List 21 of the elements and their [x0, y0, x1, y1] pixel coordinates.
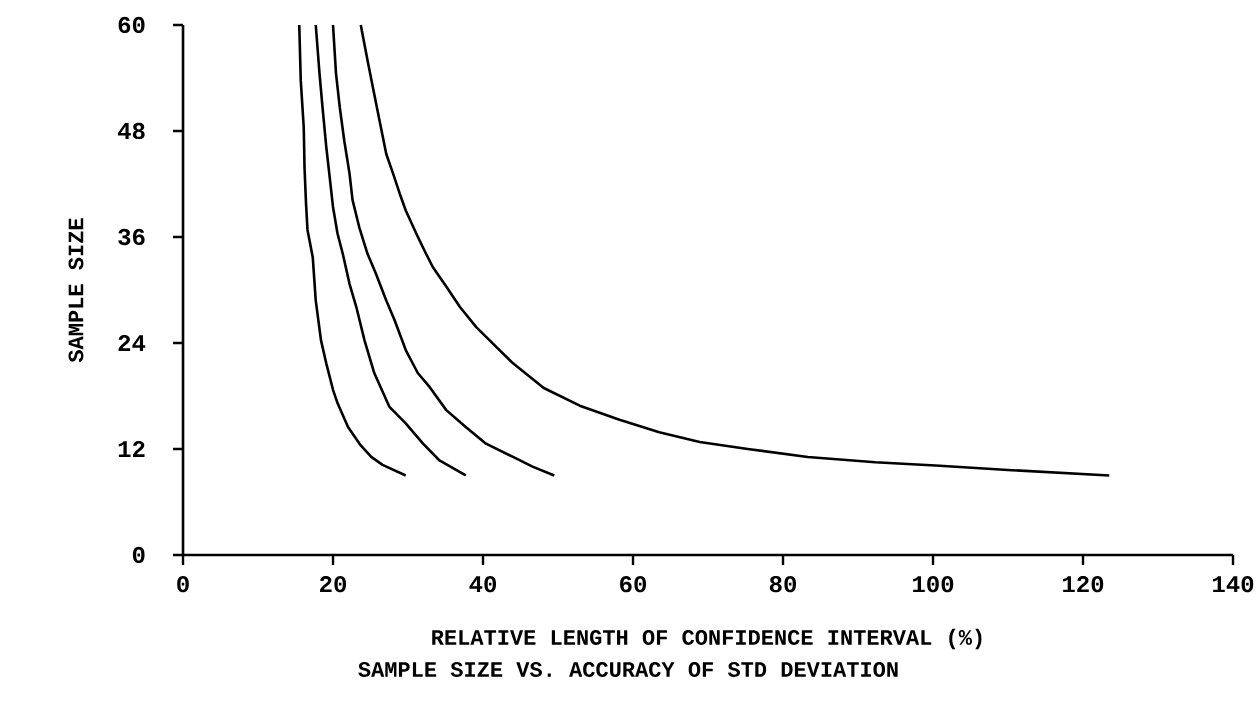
x-tick-label: 40	[469, 576, 497, 593]
text: SAMPLE SIZE VS. ACCURACY OF STD DEVIATION	[358, 662, 898, 677]
x-tick-label: 140	[1213, 576, 1254, 593]
x-tick-label: 120	[1063, 576, 1104, 593]
y-axis-title: SAMPLE SIZE	[68, 218, 84, 363]
line-series	[331, 23, 556, 477]
x-tick-label: 60	[620, 576, 647, 593]
line-series	[359, 23, 1111, 477]
x-axis-title: RELATIVE LENGTH OF CONFIDENCE INTERVAL (%)	[432, 628, 982, 650]
y-tick-label: 60	[118, 16, 145, 34]
y-tick-label: 24	[118, 334, 146, 352]
x-tick-label: 0	[177, 576, 189, 593]
y-tick-label: 12	[118, 440, 145, 458]
line-series	[297, 23, 408, 477]
y-tick-label: 48	[117, 122, 145, 140]
line-series	[314, 23, 468, 477]
x-tick-label: 20	[320, 576, 347, 593]
y-tick-label: 0	[132, 546, 145, 564]
y-tick-label: 36	[118, 228, 145, 246]
x-tick-label: 80	[769, 576, 797, 593]
x-tick-label: 100	[913, 576, 954, 593]
